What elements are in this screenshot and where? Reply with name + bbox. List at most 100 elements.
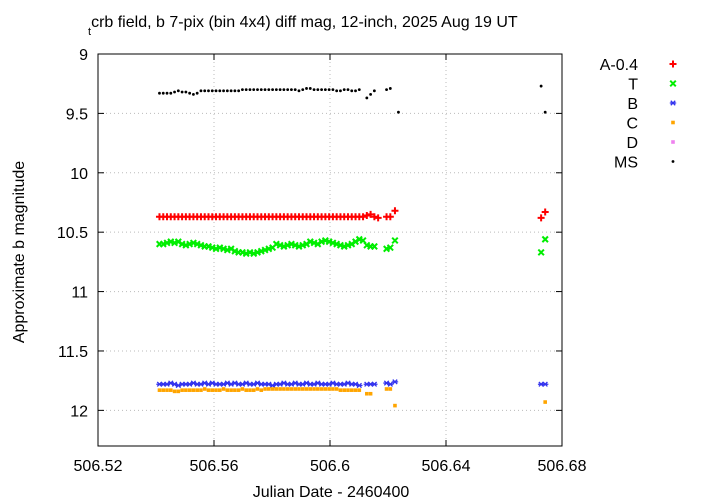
data-point [225, 89, 229, 93]
legend-marker [669, 100, 677, 106]
series-a-0-4 [155, 207, 549, 222]
data-point [210, 388, 215, 392]
data-point [274, 88, 278, 92]
data-point [180, 90, 184, 94]
legend-label-ms: MS [614, 155, 638, 172]
data-point [334, 387, 339, 391]
data-point [229, 388, 233, 392]
data-point [312, 88, 316, 92]
series-b [156, 379, 549, 389]
data-point [365, 391, 369, 396]
data-point [370, 213, 378, 221]
data-point [161, 388, 166, 392]
data-point [202, 387, 207, 391]
data-point [274, 387, 279, 391]
data-point [282, 88, 286, 92]
data-point [339, 89, 342, 93]
legend-marker-d [671, 140, 675, 144]
data-point [297, 387, 301, 391]
data-point [252, 88, 256, 92]
data-point [161, 91, 165, 95]
data-point [372, 89, 376, 93]
data-point [256, 88, 259, 92]
legend-marker-a-0-4 [669, 60, 677, 68]
data-point [323, 387, 328, 391]
legend-marker [669, 60, 677, 68]
data-point [184, 388, 188, 392]
data-point [157, 388, 162, 392]
data-point [221, 387, 226, 391]
data-point [244, 88, 248, 92]
data-point [312, 387, 316, 391]
series-t [155, 235, 549, 258]
data-point [229, 89, 233, 93]
data-point [241, 88, 244, 92]
data-point [169, 91, 173, 95]
data-point [199, 89, 203, 93]
data-point [218, 89, 222, 93]
legend-marker-t [669, 79, 677, 88]
x-tick-label: 506.6 [310, 458, 350, 475]
data-point [349, 388, 354, 392]
data-point [173, 90, 176, 94]
legend-marker [671, 160, 675, 163]
data-point [165, 388, 169, 392]
y-tick-label: 10 [70, 166, 88, 183]
data-point [203, 89, 207, 93]
data-point [240, 387, 245, 391]
data-point [385, 88, 388, 92]
data-point [537, 248, 545, 256]
data-point [353, 388, 358, 392]
legend-label-d: D [626, 135, 638, 152]
data-point [387, 381, 394, 387]
data-point [357, 388, 362, 392]
y-tick-label: 11 [71, 285, 88, 302]
data-point [308, 87, 312, 90]
data-point [222, 89, 225, 93]
data-point [180, 388, 184, 392]
data-point [397, 110, 400, 114]
data-point [188, 91, 192, 95]
data-point [342, 88, 346, 92]
data-point [365, 96, 369, 100]
y-tick-label: 11.5 [58, 344, 88, 361]
legend-marker [669, 79, 677, 88]
data-point [357, 88, 361, 92]
series-c [157, 387, 547, 408]
data-point [541, 381, 549, 387]
data-point [338, 388, 343, 392]
data-point [388, 87, 392, 90]
data-point [354, 89, 357, 93]
data-point [342, 388, 347, 392]
data-point [270, 387, 275, 391]
data-point [346, 88, 350, 92]
data-point [368, 391, 373, 396]
legend-marker-b [669, 100, 677, 106]
data-point [304, 387, 309, 391]
data-point [259, 388, 264, 392]
x-axis-title: Julian Date - 2460400 [253, 484, 410, 501]
data-point [225, 388, 230, 392]
data-point [386, 213, 394, 221]
data-point [218, 388, 222, 392]
data-point [176, 389, 181, 394]
data-point [391, 379, 399, 385]
data-point [327, 88, 331, 92]
tick-labels: 506.52 506.56 506.6 506.64 506.68 9 9.5 10 10.5 1… [57, 47, 587, 475]
data-point [214, 89, 218, 93]
data-point [210, 89, 214, 93]
data-point [308, 387, 313, 391]
data-point [539, 84, 543, 88]
data-point [248, 88, 252, 92]
y-tick-label: 9.5 [66, 106, 88, 123]
data-point [543, 110, 547, 114]
chart-title-prefix: t [88, 26, 91, 38]
data-point [541, 208, 549, 216]
data-point [263, 387, 267, 391]
data-point [158, 91, 161, 95]
data-point [263, 88, 267, 92]
data-point [168, 388, 173, 392]
data-point [543, 400, 547, 404]
